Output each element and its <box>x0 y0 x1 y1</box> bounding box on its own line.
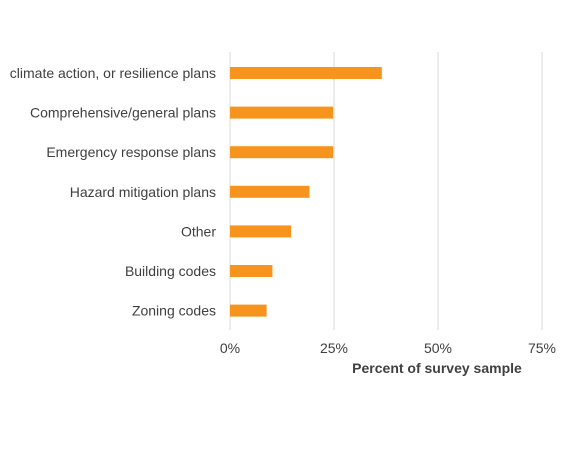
category-label: Other <box>181 223 216 239</box>
category-label: Hazard mitigation plans <box>70 184 216 200</box>
bar <box>230 185 310 198</box>
x-tick-labels: 0% 25% 50% 75% <box>220 340 556 356</box>
bar <box>230 265 273 277</box>
bar <box>230 106 334 119</box>
x-tick-label: 75% <box>528 340 556 356</box>
category-labels: climate action, or resilience plans Compr… <box>10 65 217 319</box>
bar <box>230 225 292 238</box>
x-tick-label: 25% <box>320 340 348 356</box>
bar <box>230 304 267 317</box>
bar <box>230 146 334 159</box>
category-label: Comprehensive/general plans <box>30 105 216 121</box>
x-tick-label: 50% <box>424 340 452 356</box>
category-label: Zoning codes <box>132 303 216 319</box>
bars <box>230 67 382 317</box>
x-tick-label: 0% <box>220 340 240 356</box>
bar <box>230 67 382 79</box>
x-axis-title: Percent of survey sample <box>352 360 522 376</box>
category-label: Emergency response plans <box>46 144 216 160</box>
category-label: climate action, or resilience plans <box>10 65 216 81</box>
category-label: Building codes <box>125 263 216 279</box>
